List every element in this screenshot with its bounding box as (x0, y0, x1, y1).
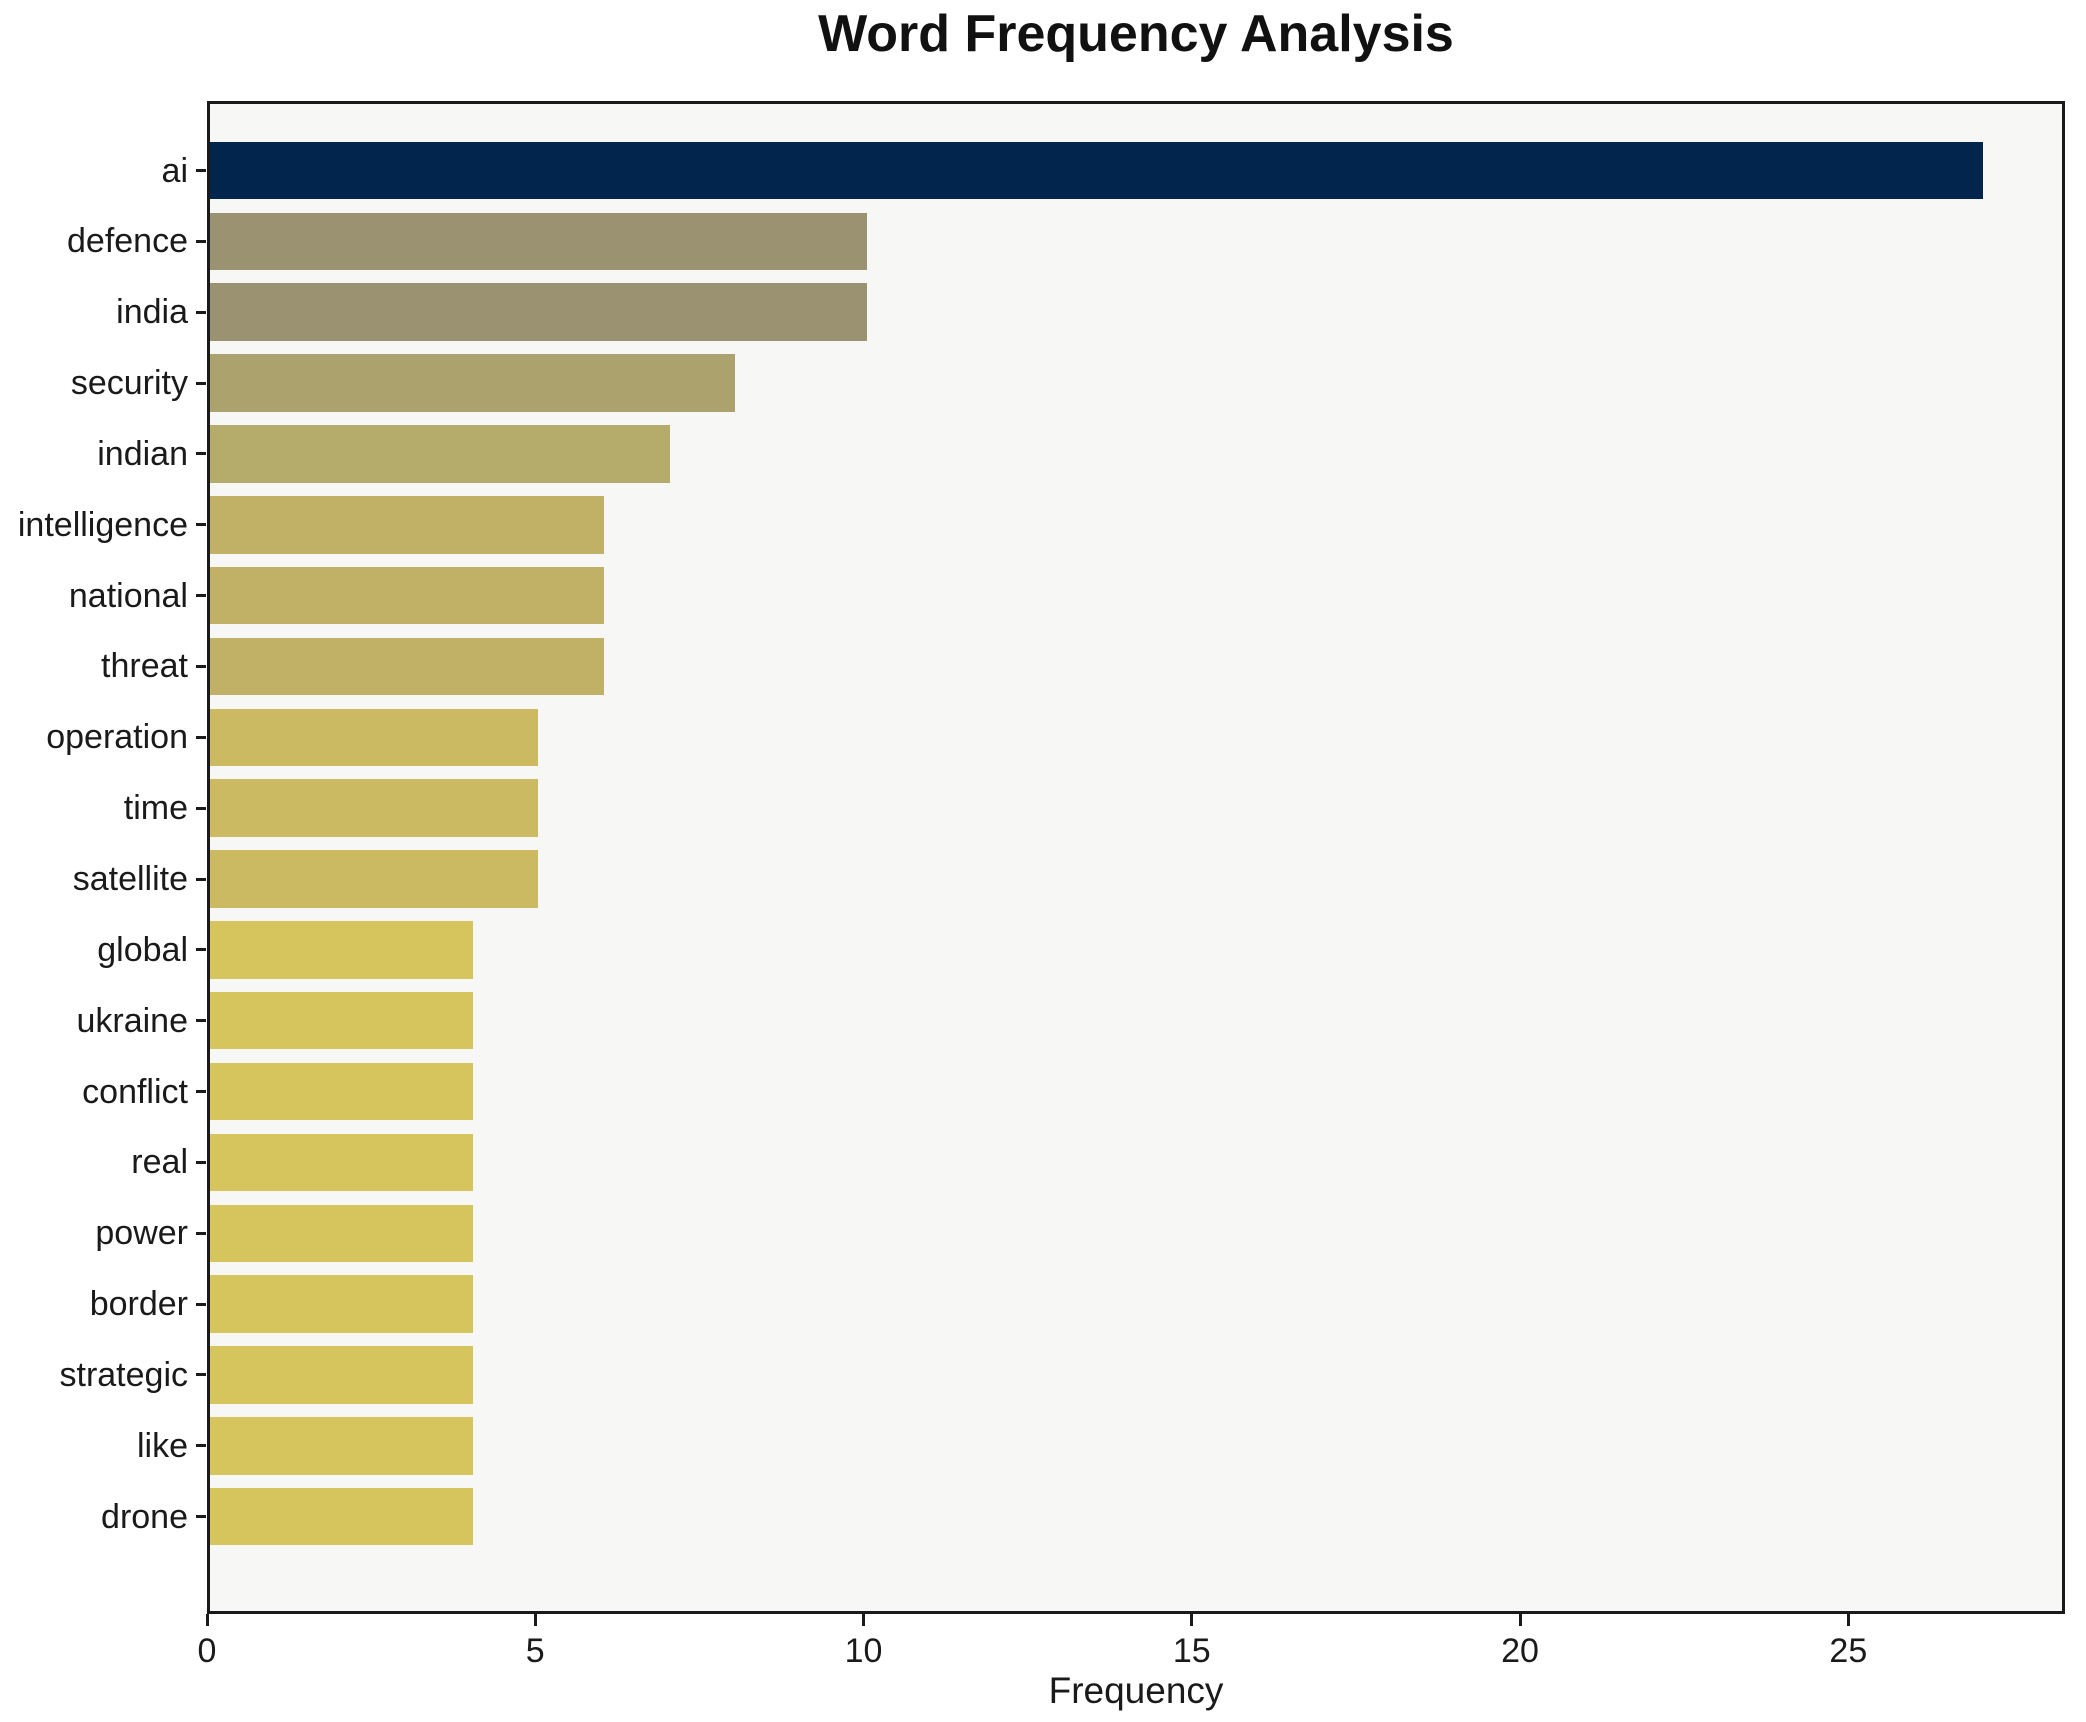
y-tick-label-defence: defence (67, 222, 188, 261)
x-tick-mark (1846, 1614, 1850, 1626)
y-tick-label-conflict: conflict (82, 1072, 188, 1111)
y-tick-mark (196, 1160, 206, 1164)
y-tick-mark (196, 735, 206, 739)
y-tick-label-intelligence: intelligence (17, 505, 188, 544)
y-tick-label-indian: indian (97, 434, 188, 473)
bar-time (210, 779, 539, 837)
y-tick-label-ai: ai (161, 151, 188, 190)
plot-area (207, 101, 2065, 1614)
y-tick-mark (196, 239, 206, 243)
bar-ai (210, 141, 1983, 200)
bar-like (210, 1417, 473, 1475)
y-tick-mark (196, 1090, 206, 1094)
y-tick-label-drone: drone (101, 1497, 188, 1536)
bar-national (210, 566, 604, 625)
y-tick-label-national: national (68, 576, 188, 615)
y-tick-mark (196, 1373, 206, 1377)
bar-operation (210, 708, 539, 767)
y-tick-label-like: like (136, 1426, 188, 1465)
y-tick-mark (196, 594, 206, 598)
y-tick-label-real: real (131, 1143, 188, 1182)
bar-drone (210, 1487, 473, 1546)
bar-ukraine (210, 991, 473, 1050)
y-tick-mark (196, 1231, 206, 1235)
y-tick-label-time: time (123, 789, 188, 828)
bar-real (210, 1133, 473, 1192)
y-tick-mark (196, 806, 206, 810)
y-tick-mark (196, 877, 206, 881)
x-tick-mark (205, 1614, 209, 1626)
y-tick-mark (196, 310, 206, 314)
y-tick-mark (196, 1444, 206, 1448)
y-tick-mark (196, 169, 206, 172)
y-tick-label-security: security (70, 364, 188, 403)
x-axis-label: Frequency (1048, 1670, 1224, 1711)
x-tick-label-25: 25 (1829, 1632, 1868, 1670)
y-tick-mark (196, 1515, 206, 1519)
bar-defence (210, 212, 867, 271)
x-tick-mark (1518, 1614, 1522, 1626)
bar-india (210, 283, 867, 341)
y-tick-mark (196, 452, 206, 456)
y-tick-label-india: india (116, 293, 188, 332)
bar-satellite (210, 850, 539, 908)
y-tick-label-ukraine: ukraine (76, 1001, 188, 1040)
y-tick-mark (196, 523, 206, 527)
y-tick-mark (196, 381, 206, 385)
bar-security (210, 354, 736, 412)
bar-intelligence (210, 496, 604, 554)
x-tick-mark (1190, 1614, 1194, 1626)
y-tick-label-operation: operation (46, 718, 188, 757)
x-tick-label-0: 0 (197, 1632, 217, 1670)
bar-global (210, 921, 473, 979)
y-tick-mark (196, 1302, 206, 1306)
bar-indian (210, 425, 670, 483)
y-tick-mark (196, 1019, 206, 1023)
y-tick-mark (196, 948, 206, 952)
x-tick-mark (862, 1614, 866, 1626)
y-tick-label-strategic: strategic (59, 1355, 189, 1394)
y-tick-label-global: global (97, 930, 188, 969)
bar-border (210, 1275, 473, 1333)
x-tick-label-10: 10 (844, 1632, 883, 1670)
y-tick-label-power: power (95, 1214, 188, 1253)
bar-power (210, 1204, 473, 1262)
bar-conflict (210, 1062, 473, 1121)
y-tick-label-threat: threat (101, 647, 188, 686)
x-tick-label-20: 20 (1501, 1632, 1539, 1670)
chart-title: Word Frequency Analysis (818, 5, 1454, 63)
x-tick-label-15: 15 (1172, 1632, 1211, 1670)
bar-strategic (210, 1346, 473, 1404)
y-tick-label-border: border (89, 1285, 188, 1324)
bar-threat (210, 637, 604, 696)
x-tick-mark (533, 1614, 537, 1626)
y-tick-mark (196, 664, 206, 668)
y-tick-label-satellite: satellite (72, 860, 188, 898)
x-tick-label-5: 5 (525, 1632, 545, 1670)
